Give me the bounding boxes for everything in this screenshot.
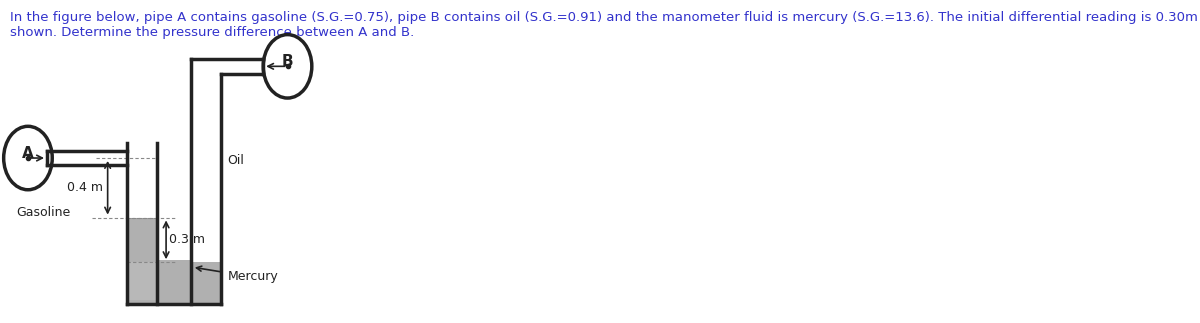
Text: Oil: Oil: [228, 154, 245, 167]
Text: Gasoline: Gasoline: [17, 206, 71, 219]
Bar: [127, 217, 157, 262]
Text: 0.4 m: 0.4 m: [67, 181, 103, 194]
Bar: [192, 59, 221, 262]
Text: 0.3 m: 0.3 m: [169, 233, 205, 246]
Bar: [127, 262, 156, 300]
Text: Mercury: Mercury: [197, 266, 278, 284]
Text: B: B: [282, 54, 293, 69]
Bar: [127, 260, 222, 304]
Bar: [191, 262, 222, 304]
Bar: [127, 163, 156, 217]
Text: A: A: [22, 146, 34, 161]
Text: In the figure below, pipe A contains gasoline (S.G.=0.75), pipe B contains oil (: In the figure below, pipe A contains gas…: [11, 11, 1200, 39]
